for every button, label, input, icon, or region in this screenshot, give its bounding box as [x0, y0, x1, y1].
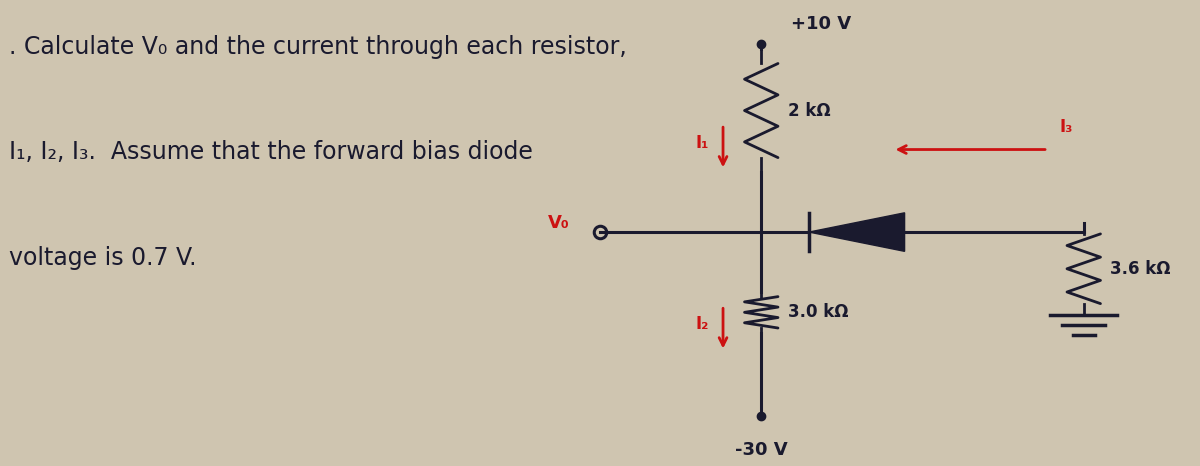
Text: 3.6 kΩ: 3.6 kΩ [1110, 260, 1170, 278]
Text: I₃: I₃ [1060, 118, 1073, 136]
Text: 2 kΩ: 2 kΩ [787, 102, 830, 120]
Text: 3.0 kΩ: 3.0 kΩ [787, 303, 848, 322]
Text: I₂: I₂ [695, 315, 709, 333]
Text: V₀: V₀ [548, 214, 570, 232]
Text: +10 V: +10 V [791, 14, 851, 33]
Polygon shape [809, 213, 905, 251]
Text: voltage is 0.7 V.: voltage is 0.7 V. [8, 246, 197, 270]
Text: I₁: I₁ [695, 134, 709, 151]
Text: I₁, I₂, I₃.  Assume that the forward bias diode: I₁, I₂, I₃. Assume that the forward bias… [8, 140, 533, 164]
Text: -30 V: -30 V [734, 441, 787, 459]
Text: . Calculate V₀ and the current through each resistor,: . Calculate V₀ and the current through e… [8, 35, 626, 59]
